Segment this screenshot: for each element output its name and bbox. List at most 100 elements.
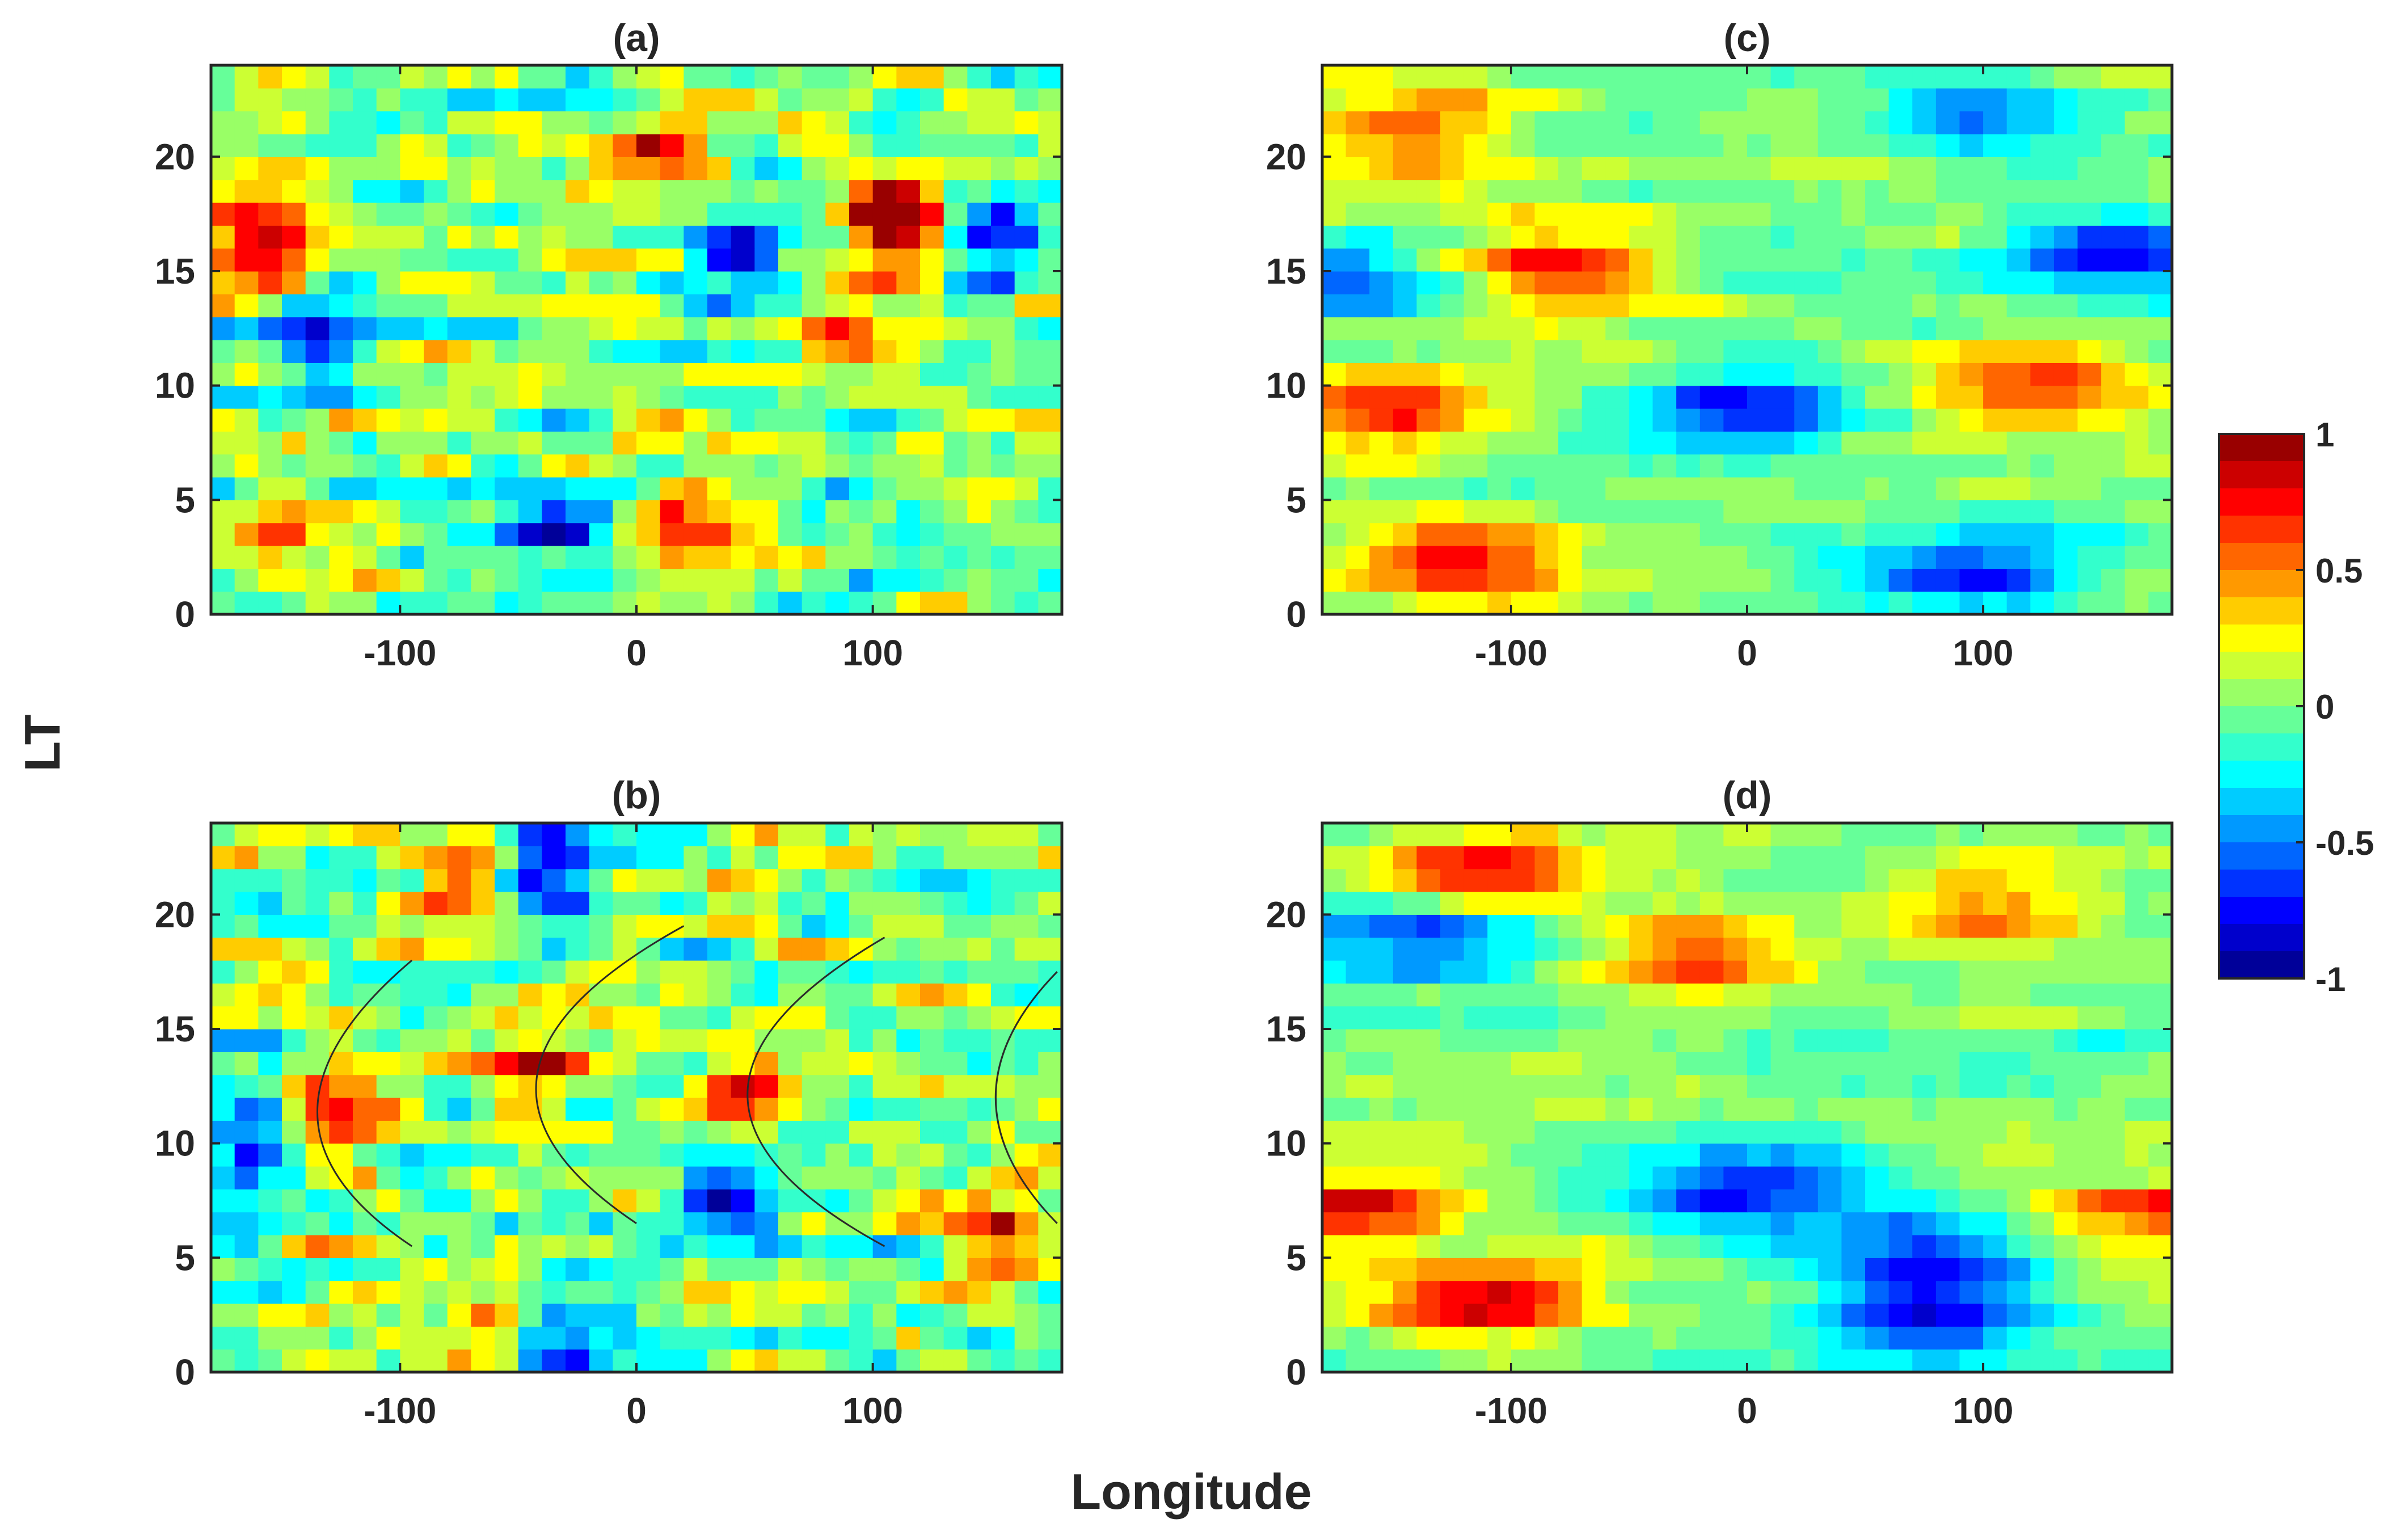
heatmap-cell — [566, 1326, 590, 1350]
heatmap-cell — [613, 868, 637, 892]
heatmap-cell — [1912, 65, 1937, 88]
heatmap-cell — [1534, 454, 1559, 478]
heatmap-cell — [802, 431, 826, 455]
heatmap-cell — [731, 248, 755, 272]
heatmap-cell — [353, 568, 377, 592]
heatmap-cell — [1794, 591, 1819, 615]
heatmap-cell — [1014, 1029, 1039, 1052]
heatmap-cell — [1888, 1006, 1913, 1030]
heatmap-cell — [1723, 340, 1748, 363]
heatmap-cell — [754, 271, 779, 294]
colorbar-tick-label: 1 — [2315, 416, 2334, 454]
heatmap-cell — [234, 846, 259, 870]
heatmap-cell — [589, 1235, 613, 1258]
heatmap-cell — [1652, 65, 1677, 88]
heatmap-cell — [447, 500, 471, 524]
heatmap-cell — [1345, 157, 1370, 180]
heatmap-cell — [1393, 1326, 1418, 1350]
heatmap-cell — [1558, 568, 1583, 592]
heatmap-cell — [1629, 111, 1653, 134]
heatmap-cell — [1014, 522, 1039, 546]
heatmap-cell — [991, 202, 1015, 226]
heatmap-cell — [991, 134, 1015, 157]
heatmap-cell — [1841, 846, 1866, 870]
heatmap-cell — [1534, 385, 1559, 409]
heatmap-cell — [1794, 522, 1819, 546]
heatmap-cell — [1723, 591, 1748, 615]
heatmap-cell — [1038, 892, 1062, 915]
heatmap-cell — [1935, 271, 1960, 294]
heatmap-cell — [825, 454, 850, 478]
heatmap-cell — [2077, 1189, 2102, 1213]
heatmap-cell — [589, 179, 613, 203]
heatmap-cell — [495, 271, 519, 294]
heatmap-cell — [282, 960, 306, 984]
heatmap-cell — [566, 1006, 590, 1030]
heatmap-cell — [566, 1143, 590, 1167]
heatmap-cell — [1841, 960, 1866, 984]
heatmap-cell — [1487, 1349, 1512, 1373]
heatmap-cell — [1912, 568, 1937, 592]
heatmap-cell — [353, 1280, 377, 1304]
heatmap-cell — [1487, 1074, 1512, 1098]
heatmap-cell — [2006, 1235, 2031, 1258]
heatmap-cell — [2030, 1029, 2055, 1052]
heatmap-cell — [305, 1052, 330, 1075]
heatmap-cell — [1794, 823, 1819, 846]
heatmap-cell — [2053, 65, 2078, 88]
heatmap-cell — [872, 1052, 897, 1075]
heatmap-cell — [778, 937, 803, 961]
heatmap-cell — [447, 914, 471, 938]
heatmap-cell — [2053, 340, 2078, 363]
heatmap-cell — [1817, 914, 1842, 938]
heatmap-cell — [707, 868, 732, 892]
heatmap-cell — [2148, 157, 2173, 180]
heatmap-cell — [1959, 522, 1984, 546]
heatmap-cell — [447, 983, 471, 1007]
heatmap-cell — [234, 362, 259, 386]
heatmap-cell — [1581, 1349, 1606, 1373]
heatmap-cell — [589, 202, 613, 226]
heatmap-cell — [1841, 1098, 1866, 1121]
heatmap-cell — [684, 385, 708, 409]
heatmap-cell — [1345, 868, 1370, 892]
heatmap-cell — [1605, 179, 1630, 203]
heatmap-cell — [1369, 1052, 1394, 1075]
heatmap-cell — [1322, 225, 1347, 249]
heatmap-cell — [1463, 1212, 1488, 1235]
heatmap-cell — [778, 1029, 803, 1052]
heatmap-cell — [778, 1006, 803, 1030]
heatmap-cell — [707, 431, 732, 455]
heatmap-cell — [1416, 362, 1441, 386]
heatmap-cell — [1629, 179, 1653, 203]
heatmap-cell — [1440, 1258, 1465, 1281]
heatmap-cell — [2077, 362, 2102, 386]
heatmap-cell — [258, 294, 282, 318]
heatmap-cell — [1794, 477, 1819, 500]
heatmap-cell — [376, 823, 400, 846]
heatmap-cell — [707, 892, 732, 915]
heatmap-cell — [991, 591, 1015, 615]
heatmap-cell — [2148, 846, 2173, 870]
heatmap-cell — [424, 271, 448, 294]
heatmap-cell — [1369, 960, 1394, 984]
heatmap-cell — [849, 846, 874, 870]
heatmap-cell — [1534, 500, 1559, 524]
heatmap-cell — [542, 202, 566, 226]
heatmap-cell — [1959, 88, 1984, 112]
heatmap-cell — [1511, 1189, 1536, 1213]
heatmap-cell — [1605, 1052, 1630, 1075]
heatmap-cell — [707, 225, 732, 249]
heatmap-cell — [849, 1303, 874, 1327]
heatmap-cell — [1345, 454, 1370, 478]
heatmap-cell — [424, 1006, 448, 1030]
heatmap-cell — [471, 983, 495, 1007]
heatmap-cell — [329, 960, 353, 984]
heatmap-cell — [684, 454, 708, 478]
heatmap-cell — [778, 111, 803, 134]
heatmap-cell — [1511, 937, 1536, 961]
colorbar-segment — [2219, 815, 2304, 843]
heatmap-cell — [1345, 1098, 1370, 1121]
heatmap-cell — [1676, 134, 1701, 157]
